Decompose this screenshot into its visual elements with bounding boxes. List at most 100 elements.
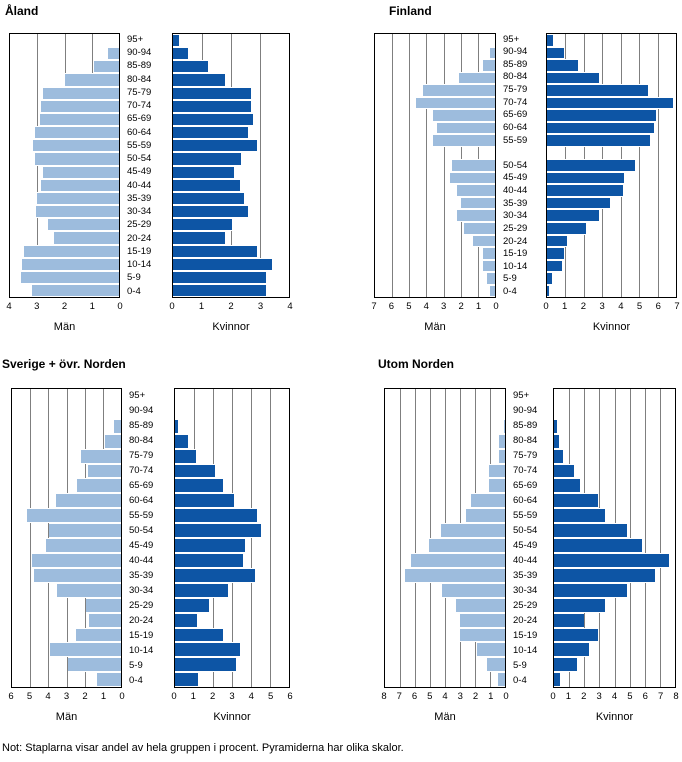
- bar-row: [173, 165, 289, 179]
- bar-row: [12, 508, 121, 524]
- bar-row: [12, 538, 121, 553]
- bar-row: [554, 404, 675, 419]
- age-label-text: 55-59: [129, 509, 154, 521]
- bar-row: [175, 463, 289, 479]
- age-label-text: 60-64: [513, 494, 538, 506]
- tick-label: 6: [655, 301, 661, 312]
- bar-row: [375, 96, 495, 110]
- age-label-text: 65-69: [129, 479, 154, 491]
- women-bar: [175, 672, 198, 688]
- women-plot: [553, 388, 676, 688]
- women-bar: [547, 171, 625, 185]
- bar-row: [547, 284, 676, 298]
- age-label-text: 20-24: [503, 235, 528, 247]
- age-label: 50-54: [503, 159, 546, 172]
- age-label-text: 10-14: [503, 260, 528, 272]
- women-bar: [173, 86, 252, 100]
- age-label: 75-79: [127, 86, 172, 99]
- tick-label: 5: [406, 301, 412, 312]
- bar-row: [173, 112, 289, 127]
- age-label: 10-14: [129, 643, 174, 658]
- bar-row: [12, 478, 121, 494]
- women-bar: [173, 34, 179, 48]
- bar-row: [175, 552, 289, 568]
- men-bar: [499, 433, 505, 449]
- age-label: 25-29: [513, 598, 553, 613]
- age-label-text: 85-89: [513, 419, 538, 431]
- tick-label: 1: [190, 691, 196, 702]
- bar-row: [173, 34, 289, 48]
- men-bar: [440, 523, 505, 539]
- age-label: 30-34: [513, 583, 553, 598]
- bar-row: [547, 196, 676, 210]
- right-bar-rows: [175, 389, 289, 688]
- tick-label: 2: [228, 301, 234, 312]
- bar-row: [173, 139, 289, 153]
- bar-row: [375, 84, 495, 97]
- women-bar: [554, 582, 627, 598]
- bar-row: [173, 191, 289, 206]
- age-label: 90-94: [513, 403, 553, 418]
- pyramid-chart: 95+ 90-94 85-89 80-84 75-79 70-74 65-69 60-64 55…: [384, 388, 682, 688]
- bar-row: [12, 567, 121, 583]
- right-axis-ticks: 0 1 2 3 4: [169, 301, 292, 313]
- axis-ticks-row: 6 5 4 3 2 1 0 0 1 2 3 4 5 6: [8, 691, 341, 703]
- bar-row: [385, 404, 505, 419]
- age-label: 95+: [513, 388, 553, 403]
- bar-row: [10, 244, 119, 258]
- age-label-text: 55-59: [513, 509, 538, 521]
- bar-row: [375, 59, 495, 72]
- grid-line: [392, 34, 394, 297]
- tick-label: 1: [565, 691, 572, 702]
- tick-label: 4: [442, 691, 448, 702]
- bar-row: [547, 121, 676, 135]
- women-plot: [172, 33, 290, 298]
- women-bar: [554, 672, 561, 688]
- age-label: 75-79: [513, 448, 553, 463]
- tick-label: 3: [441, 301, 447, 312]
- men-bar: [476, 642, 505, 658]
- bar-row: [175, 627, 289, 643]
- bar-row: [175, 433, 289, 449]
- men-bar: [64, 73, 119, 87]
- pyramid-aland: 95+ 90-94 85-89 80-84 75-79 70-74 65-69 60-64 55…: [0, 33, 341, 334]
- bar-row: [175, 508, 289, 524]
- bar-row: [12, 657, 121, 673]
- age-label: 35-39: [127, 192, 172, 205]
- axis-names-spacer: [120, 320, 172, 334]
- tick-label: 4: [6, 301, 12, 312]
- bar-row: [175, 672, 289, 688]
- age-label-text: 95+: [129, 389, 146, 401]
- men-bar: [483, 247, 495, 260]
- age-label-text: 20-24: [513, 614, 538, 626]
- bar-row: [12, 672, 121, 688]
- women-bar: [547, 109, 656, 122]
- age-label-text: 70-74: [129, 464, 154, 476]
- women-bar: [554, 493, 598, 509]
- age-label-text: 25-29: [513, 599, 538, 611]
- men-bar: [68, 657, 121, 673]
- women-bar: [554, 597, 606, 613]
- bar-row: [375, 272, 495, 285]
- age-group-labels: 95+ 90-94 85-89 80-84 75-79 70-74 65-69 60-64 55…: [120, 33, 172, 298]
- pyramid-chart: 95+ 90-94 85-89 80-84 75-79 70-74 65-69 60-64 55…: [11, 388, 341, 688]
- bar-row: [385, 657, 505, 673]
- age-label-text: 0-4: [127, 285, 141, 297]
- bar-row: [547, 46, 676, 60]
- age-label: 40-44: [129, 553, 174, 568]
- chart-sverige-ovr-norden: Sverige + övr. Norden 95+ 90-94 85-89 80-84…: [0, 348, 341, 724]
- bar-row: [547, 59, 676, 72]
- age-label-text: 15-19: [129, 629, 154, 641]
- bar-row: [375, 147, 495, 160]
- women-bar: [175, 657, 236, 673]
- women-bar: [547, 59, 579, 72]
- bar-row: [10, 165, 119, 179]
- women-bar: [547, 134, 651, 147]
- age-label-text: 20-24: [127, 232, 152, 244]
- men-bar: [416, 96, 495, 110]
- bar-row: [10, 126, 119, 140]
- bar-row: [554, 523, 675, 539]
- men-bar: [489, 284, 495, 298]
- men-bar: [49, 523, 121, 539]
- women-bar: [175, 523, 261, 539]
